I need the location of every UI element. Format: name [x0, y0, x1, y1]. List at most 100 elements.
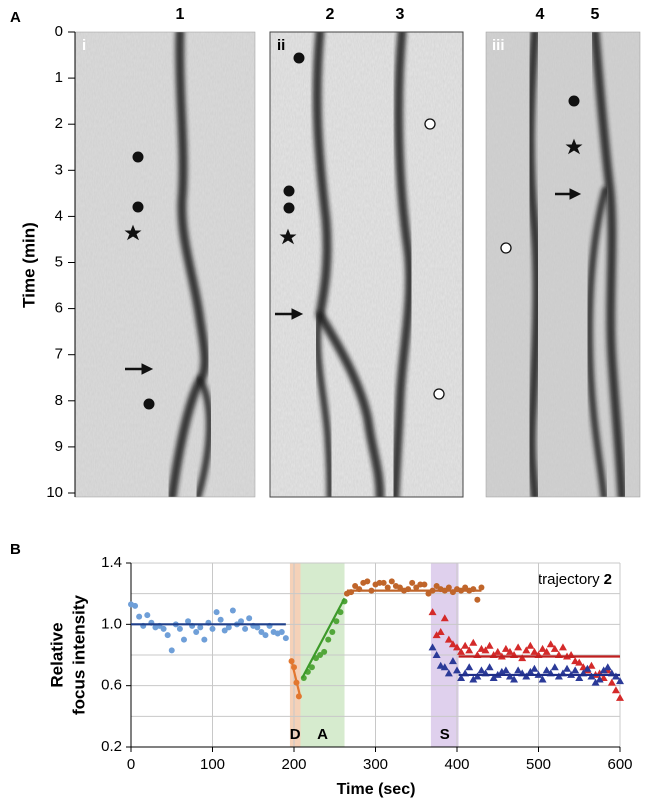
point	[193, 629, 200, 635]
y-axis-title: focus intensity	[69, 594, 88, 715]
point	[164, 632, 171, 639]
fit-line	[301, 597, 346, 679]
point	[364, 578, 371, 585]
x-tick-label: 400	[444, 756, 469, 773]
point	[209, 625, 216, 632]
point	[308, 664, 315, 671]
point	[317, 652, 324, 658]
point	[136, 613, 143, 620]
point	[457, 674, 466, 681]
point	[444, 635, 453, 643]
point	[474, 596, 481, 603]
point	[421, 581, 428, 588]
point	[197, 624, 204, 631]
point	[453, 666, 461, 674]
y-tick-label: 10	[46, 484, 63, 501]
point	[538, 675, 547, 683]
point	[396, 584, 403, 591]
point	[428, 643, 437, 651]
point	[185, 618, 192, 625]
point	[448, 640, 457, 648]
track-label: 5	[591, 6, 600, 23]
point	[329, 629, 336, 635]
point	[478, 584, 485, 591]
point	[485, 641, 494, 649]
band-label: S	[440, 726, 450, 743]
y-tick-label: 7	[55, 346, 63, 363]
point	[409, 579, 416, 586]
point	[461, 641, 470, 649]
point	[457, 647, 466, 655]
point	[505, 647, 514, 655]
point	[575, 658, 584, 666]
point	[465, 663, 474, 671]
track-label: 1	[176, 6, 185, 23]
point	[176, 625, 183, 632]
band-label: D	[290, 726, 301, 743]
point	[481, 646, 490, 654]
point	[246, 615, 253, 622]
annotation: trajectory 2	[538, 571, 612, 588]
point	[526, 641, 535, 649]
y-tick-label: 1.0	[101, 615, 122, 632]
point	[501, 644, 510, 652]
y-axis-title: Relative	[47, 622, 66, 687]
point	[432, 651, 441, 658]
point	[485, 663, 494, 671]
annotation-text: trajectory	[538, 571, 600, 588]
point	[425, 590, 432, 597]
track-label: 2	[326, 6, 335, 23]
point	[433, 583, 440, 589]
fit-line	[290, 660, 302, 699]
y-tick-label: 6	[55, 300, 63, 317]
kymograph-ii	[270, 32, 463, 497]
track-label: 3	[396, 6, 405, 23]
point	[477, 666, 486, 674]
y-tick-label: 0.6	[101, 677, 122, 694]
point	[538, 644, 547, 652]
point	[587, 661, 596, 669]
point	[132, 602, 139, 609]
y-tick-label: 2	[55, 115, 63, 132]
point	[514, 666, 523, 674]
y-tick-label: 4	[55, 207, 63, 224]
sub-panel-label: ii	[277, 37, 285, 54]
point	[530, 664, 539, 672]
point	[462, 584, 469, 591]
y-tick-label: 0	[55, 23, 63, 40]
point	[160, 625, 167, 632]
point	[180, 636, 187, 643]
point	[448, 657, 457, 665]
point	[428, 608, 437, 616]
y-tick-label: 5	[55, 253, 63, 270]
point	[550, 644, 559, 652]
point	[575, 674, 584, 681]
point	[607, 678, 616, 686]
band-label: A	[317, 726, 328, 743]
point	[258, 629, 265, 635]
point	[616, 693, 624, 701]
x-tick-label: 100	[200, 756, 225, 773]
point	[440, 663, 449, 671]
point	[583, 664, 592, 672]
point	[229, 607, 236, 614]
point	[445, 584, 452, 591]
point	[262, 632, 269, 639]
point	[282, 635, 289, 642]
point	[591, 678, 600, 686]
point	[522, 646, 531, 654]
point	[432, 631, 441, 639]
point	[599, 666, 608, 674]
point	[225, 624, 232, 631]
sub-panel-label: iii	[492, 37, 505, 54]
point	[469, 675, 478, 683]
point	[440, 614, 449, 622]
y-tick-label: 3	[55, 161, 63, 178]
point	[436, 628, 445, 635]
panel-label: A	[10, 9, 21, 26]
point	[546, 640, 555, 648]
point	[469, 638, 478, 646]
point	[168, 647, 175, 654]
point	[254, 624, 261, 631]
